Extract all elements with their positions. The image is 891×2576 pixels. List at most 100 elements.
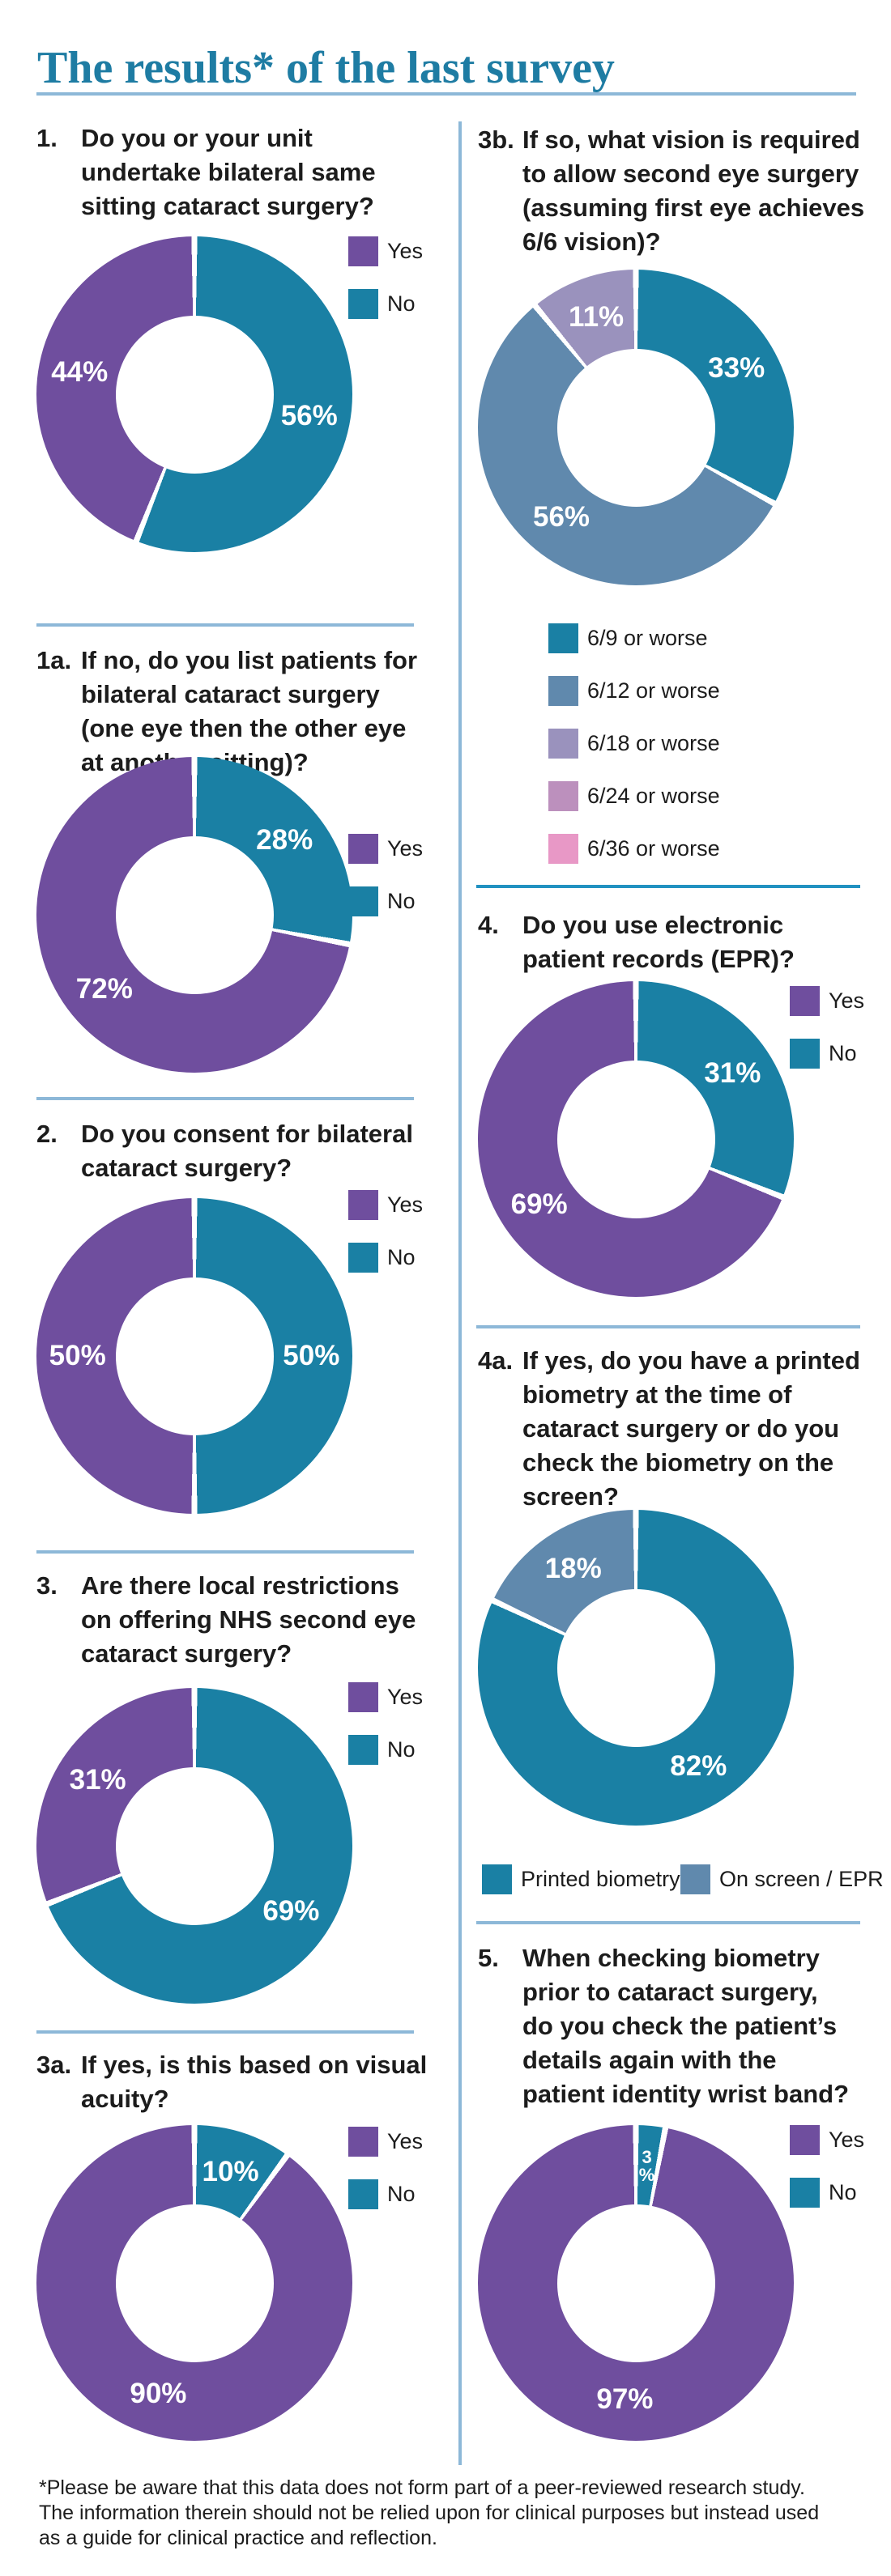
slice-label: 50% (283, 1340, 340, 1371)
slice-label: 72% (75, 972, 133, 1005)
slice-label: 31% (704, 1056, 761, 1089)
slice-label: 56% (532, 501, 590, 533)
legend-label: On screen / EPR (719, 1867, 884, 1891)
legend-label: No (829, 2180, 857, 2204)
question-text: If no, do you list patients for bilatera… (81, 646, 418, 776)
legend-label: 6/36 or worse (587, 836, 720, 861)
legend-swatch (348, 1190, 378, 1220)
legend-swatch (348, 1243, 378, 1273)
legend-swatch (348, 1735, 378, 1765)
legend-swatch (348, 1682, 378, 1712)
slice-label: 10% (202, 2155, 259, 2187)
question-text: Do you use electronic patient records (E… (522, 911, 795, 973)
legend-label: No (387, 2182, 416, 2206)
question-text: When checking biometry prior to cataract… (522, 1944, 850, 2108)
section-separator (476, 885, 860, 888)
column-divider (458, 121, 462, 2465)
legend-label: No (387, 291, 416, 316)
legend-swatch (548, 834, 578, 864)
slice-label: 69% (510, 1188, 568, 1221)
legend-swatch (348, 289, 378, 319)
slice-label: 97% (596, 2383, 654, 2415)
slice-label: 31% (69, 1763, 126, 1796)
legend-label: Yes (387, 836, 424, 861)
question-number: 3a. (36, 2051, 72, 2079)
slice-label: 82% (670, 1749, 727, 1782)
question-number: 3b. (478, 125, 514, 154)
legend-swatch (348, 2179, 378, 2209)
slice-label: 44% (51, 355, 109, 388)
question-text: If yes, do you have a printed biometry a… (522, 1346, 860, 1511)
question-number: 1a. (36, 646, 72, 674)
slice-label: 33% (708, 351, 765, 384)
donut-chart-q3b (478, 270, 794, 585)
question-number: 3. (36, 1571, 58, 1600)
question-text: Are there local restrictions on offering… (81, 1571, 416, 1668)
donut-chart-q2 (36, 1198, 352, 1514)
legend-swatch (548, 781, 578, 811)
donut-chart-q5 (478, 2125, 794, 2441)
section-separator (36, 623, 414, 627)
section-separator (476, 1325, 860, 1328)
legend-label: 6/12 or worse (587, 678, 720, 703)
legend-swatch (348, 2127, 378, 2157)
section-separator (36, 1550, 414, 1554)
legend-swatch (548, 676, 578, 706)
legend-swatch (790, 986, 820, 1016)
legend-label: No (387, 1737, 416, 1762)
legend-swatch (790, 1039, 820, 1069)
legend-swatch (348, 834, 378, 864)
question-number: 4a. (478, 1346, 514, 1375)
question-number: 4. (478, 911, 499, 939)
legend-label: Printed biometry (521, 1867, 680, 1891)
legend-swatch (348, 886, 378, 916)
legend-swatch (790, 2178, 820, 2208)
legend-label: Yes (387, 2129, 424, 2153)
slice-label: 90% (130, 2378, 187, 2410)
legend-swatch (482, 1864, 512, 1894)
donut-chart-q3a (36, 2125, 352, 2441)
legend-swatch (548, 623, 578, 653)
legend-label: Yes (829, 2128, 865, 2152)
section-separator (476, 1921, 860, 1924)
page-title: The results* of the last survey (37, 43, 615, 93)
legend-swatch (680, 1864, 710, 1894)
legend-label: Yes (387, 1685, 424, 1709)
title-rule (36, 92, 856, 96)
legend-label: Yes (387, 239, 424, 263)
section-separator (36, 1097, 414, 1100)
question-number: 2. (36, 1120, 58, 1148)
question-number: 1. (36, 124, 58, 152)
legend-label: 6/9 or worse (587, 626, 708, 650)
question-text: If so, what vision is required to allow … (522, 125, 865, 256)
legend-swatch (790, 2125, 820, 2155)
legend-label: Yes (829, 988, 865, 1013)
question-number: 5. (478, 1944, 499, 1972)
question-text: If yes, is this based on visual acuity? (81, 2051, 428, 2113)
slice-label: 11% (569, 301, 625, 334)
legend-swatch (348, 236, 378, 266)
legend-label: Yes (387, 1192, 424, 1217)
legend-swatch (548, 729, 578, 759)
donut-chart-q1a (36, 757, 352, 1073)
slice-label: 3 % (638, 2147, 655, 2186)
donut-chart-q4 (478, 981, 794, 1297)
legend-label: No (829, 1041, 857, 1065)
slice-label: 50% (49, 1340, 106, 1371)
footnote-disclaimer: *Please be aware that this data does not… (39, 2476, 820, 2549)
slice-label: 69% (262, 1895, 320, 1928)
slice-label: 56% (280, 400, 338, 432)
question-text: Do you consent for bilateral cataract su… (81, 1120, 413, 1182)
legend-label: No (387, 1245, 416, 1269)
donut-chart-q1 (36, 236, 352, 552)
section-separator (36, 2030, 414, 2034)
donut-chart-q3 (36, 1688, 352, 2004)
donut-chart-q4a (478, 1510, 794, 1826)
legend-label: 6/18 or worse (587, 731, 720, 755)
legend-label: No (387, 889, 416, 913)
legend-label: 6/24 or worse (587, 784, 720, 808)
slice-label: 18% (544, 1553, 602, 1585)
question-text: Do you or your unit undertake bilateral … (81, 124, 376, 220)
slice-label: 28% (256, 824, 313, 857)
